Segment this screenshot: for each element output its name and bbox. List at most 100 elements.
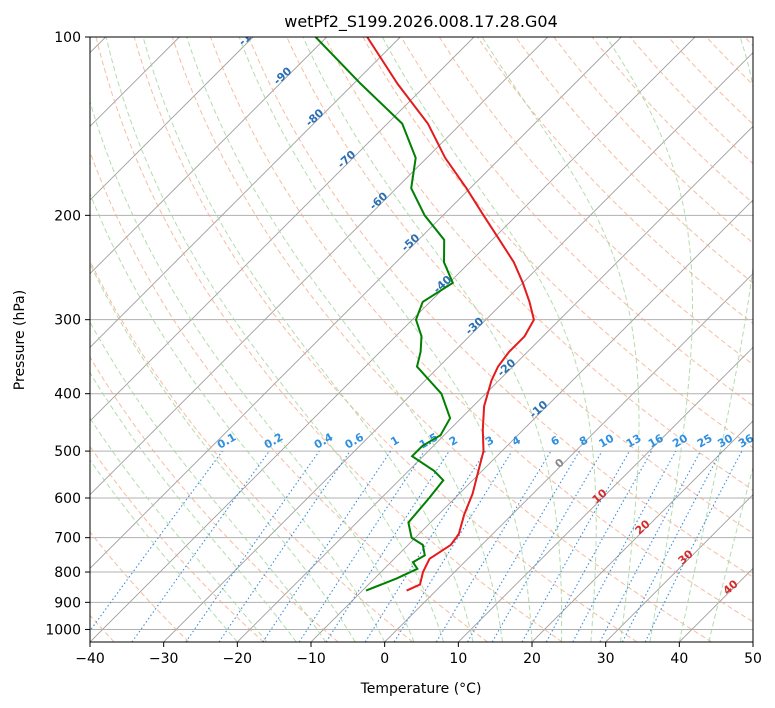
dry-adiabat-line	[324, 37, 753, 491]
mixing-ratio-label: 10	[597, 431, 617, 450]
isotherm-line	[90, 37, 401, 348]
x-tick-label: 20	[523, 651, 541, 667]
dry-adiabat-line	[90, 445, 264, 642]
mixing-ratio-line	[491, 450, 603, 642]
moist-adiabat-line	[90, 262, 356, 642]
moist-adiabat-label: 10	[590, 486, 610, 506]
y-tick-label: 800	[54, 565, 81, 581]
mixing-ratio-line	[545, 450, 653, 642]
y-axis-ticks: 100 200 300 400 500 600 700 800 900 1000	[45, 30, 90, 638]
mixing-ratio-line	[185, 450, 320, 642]
mixing-ratio-line	[218, 450, 351, 642]
plot-frame	[89, 36, 754, 643]
mixing-ratio-line	[325, 450, 450, 642]
mixing-ratio-label: 6	[549, 433, 562, 448]
dry-adiabat-line	[210, 37, 753, 623]
x-tick-label: 50	[744, 651, 762, 667]
isotherm-label: -80	[303, 106, 327, 129]
mixing-ratio-line	[621, 450, 722, 642]
mixing-ratio-line	[644, 450, 743, 642]
moist-adiabat-line	[142, 37, 474, 642]
dry-adiabat-line	[744, 37, 753, 47]
moist-adiabat-line	[186, 37, 503, 642]
x-tick-label: 0	[380, 651, 389, 667]
mixing-ratio-line	[262, 450, 392, 642]
moist-adiabat-label: 40	[721, 577, 741, 597]
isotherm-label: -70	[335, 148, 359, 171]
mixing-ratio-line	[435, 450, 552, 642]
moist-adiabat-line	[381, 37, 597, 642]
mixing-ratio-label: 0.2	[262, 431, 285, 452]
dry-adiabat-line	[515, 37, 753, 284]
mixing-ratio-line	[572, 450, 677, 642]
line-labels: 0.1 0.2 0.4 0.6 1 1.5 2 3 4 6 8 10 13 16 20 25 30 36-100-…	[215, 37, 756, 597]
isotherm-label: -10	[527, 398, 551, 421]
y-tick-label: 200	[54, 208, 81, 224]
mixing-ratio-line	[467, 450, 580, 642]
isotherm-label: -50	[399, 231, 423, 254]
isotherm-line	[458, 346, 753, 642]
mixing-ratio-label: 2	[447, 434, 460, 449]
y-tick-label: 900	[54, 595, 81, 611]
dry-adiabat-line	[477, 37, 753, 325]
mixing-ratio-line	[298, 450, 425, 642]
x-tick-label: −10	[296, 651, 326, 667]
moist-adiabat-line	[302, 37, 563, 642]
mixing-ratio-label: 0.4	[312, 430, 336, 451]
x-tick-label: −40	[75, 651, 105, 667]
dry-adiabat-line	[591, 37, 753, 204]
dry-adiabat-line	[400, 37, 753, 407]
isotherm-label: -30	[463, 314, 487, 337]
x-axis-label: Temperature (°C)	[360, 681, 482, 697]
moist-adiabat-line	[90, 192, 386, 642]
y-tick-label: 500	[54, 444, 81, 460]
sounding-profiles	[314, 37, 535, 592]
x-tick-label: −30	[149, 651, 179, 667]
x-tick-label: −20	[223, 651, 253, 667]
mixing-ratio-line	[599, 450, 701, 642]
mixing-ratio-label: 8	[577, 434, 590, 449]
mixing-ratio-label: 13	[624, 432, 644, 451]
mixing-ratio-line	[90, 450, 223, 632]
dry-adiabat-line	[706, 37, 753, 86]
y-tick-label: 700	[54, 531, 81, 547]
mixing-ratio-label: 20	[670, 431, 690, 450]
moist-adiabat-label: 0	[552, 456, 567, 471]
dry-adiabat-line	[90, 259, 414, 642]
moist-adiabat-line	[90, 417, 268, 642]
moist-adiabat-line	[90, 459, 238, 642]
mixing-ratio-label: 36	[736, 431, 756, 450]
dry-adiabat-line	[90, 356, 339, 642]
y-tick-label: 1000	[45, 622, 81, 638]
isotherm-line	[90, 37, 475, 422]
dry-adiabat-line	[438, 37, 753, 366]
mixing-ratio-label: 30	[715, 431, 735, 450]
x-tick-label: 30	[597, 651, 615, 667]
moist-adiabat-label: 30	[676, 547, 696, 567]
x-tick-label: 10	[449, 651, 467, 667]
dry-adiabat-line	[362, 37, 753, 449]
y-tick-label: 600	[54, 491, 81, 507]
dry-adiabat-line	[90, 531, 190, 642]
isotherm-line	[384, 273, 753, 642]
dry-adiabat-line	[171, 37, 712, 642]
moist-adiabat-line	[708, 465, 753, 642]
x-axis-ticks: −40 −30 −20 −10 0 10 20 30 40 50	[75, 642, 762, 667]
moist-adiabat-line	[90, 99, 415, 642]
dewpoint-profile-line	[314, 37, 455, 592]
moist-adiabat-line	[238, 37, 533, 642]
background-grid	[90, 37, 753, 642]
dry-adiabat-line	[553, 37, 753, 244]
y-tick-label: 100	[54, 30, 81, 46]
mixing-ratio-label: 16	[646, 431, 666, 450]
mixing-ratio-label: 0.6	[343, 430, 367, 451]
isotherm-line	[163, 52, 753, 642]
dry-adiabat-line	[248, 37, 753, 578]
moist-adiabat-line	[606, 37, 693, 642]
isotherm-line	[679, 567, 753, 642]
isotherm-line	[90, 37, 622, 569]
isotherm-line	[90, 37, 254, 201]
isotherm-line	[90, 37, 327, 275]
isotherm-line	[752, 641, 753, 642]
